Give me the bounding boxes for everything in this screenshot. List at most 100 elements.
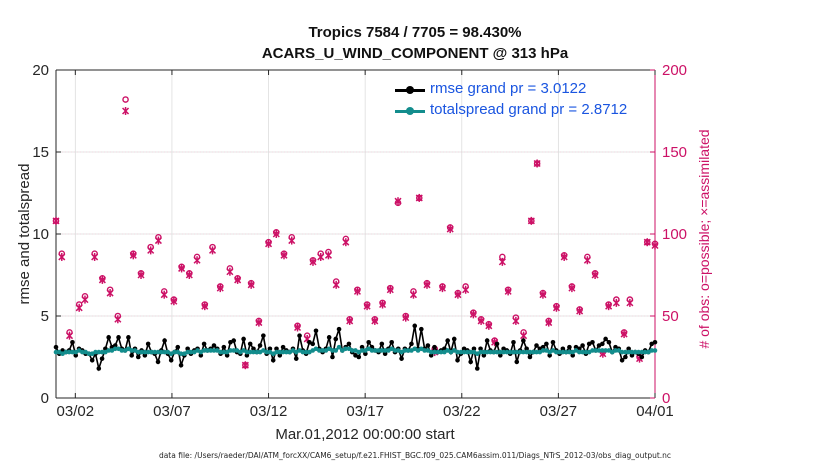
totalspread-point — [359, 348, 365, 353]
totalspread-point — [465, 349, 470, 355]
totalspread-point — [112, 346, 118, 352]
obs-assimilated-marker — [462, 285, 470, 294]
totalspread-point — [221, 349, 227, 355]
obs-assimilated-marker — [409, 290, 417, 299]
totalspread-point — [639, 349, 645, 355]
totalspread-point — [613, 348, 618, 353]
rmse-point — [409, 341, 414, 347]
rmse-point — [511, 339, 516, 345]
rmse-point — [498, 353, 503, 358]
rmse-line — [55, 325, 656, 372]
totalspread-point — [583, 349, 589, 355]
rmse-point — [53, 344, 59, 350]
rmse-point — [326, 335, 332, 340]
rmse-point — [468, 359, 473, 365]
totalspread-point — [580, 349, 585, 355]
rmse-point — [419, 326, 424, 332]
obs-assimilated-marker — [129, 251, 137, 260]
totalspread-point — [402, 348, 408, 353]
totalspread-point — [142, 349, 148, 355]
rmse-point — [527, 354, 533, 360]
totalspread-point — [507, 349, 513, 355]
totalspread-point — [432, 349, 437, 355]
obs-assimilated-marker — [527, 216, 535, 225]
obs-assimilated-marker — [346, 316, 354, 325]
y-tick-label: 10 — [32, 226, 49, 243]
y-right-tick-label: 150 — [662, 144, 687, 161]
totalspread-point — [600, 348, 605, 353]
totalspread-point — [382, 348, 388, 353]
obs-assimilated-marker — [512, 316, 520, 325]
obs-assimilated-marker — [280, 251, 288, 260]
totalspread-point — [211, 348, 217, 353]
totalspread-point — [455, 349, 460, 355]
totalspread-point — [188, 349, 194, 355]
totalspread-point — [218, 349, 223, 355]
obs-assimilated-marker — [178, 264, 186, 273]
obs-assimilated-marker — [342, 238, 350, 247]
x-tick-label: 03/07 — [153, 403, 191, 420]
rmse-point — [106, 335, 111, 340]
totalspread-point — [491, 349, 497, 355]
rmse-point — [310, 341, 316, 347]
totalspread-point — [336, 344, 342, 350]
totalspread-point — [86, 351, 92, 357]
obs-assimilated-marker — [216, 284, 224, 293]
rmse-point — [399, 356, 404, 361]
rmse-point — [471, 346, 477, 352]
obs-assimilated-marker — [651, 241, 659, 250]
obs-assimilated-marker — [560, 252, 568, 261]
data-file-label: data file: /Users/raeder/DAI/ATM_forcXX/… — [158, 451, 672, 460]
rmse-point — [274, 346, 279, 352]
totalspread-point — [205, 348, 210, 353]
totalspread-point — [300, 349, 306, 355]
rmse-point — [514, 359, 520, 365]
totalspread-point — [540, 348, 546, 353]
totalspread-point — [494, 349, 500, 355]
totalspread-point — [438, 349, 444, 355]
totalspread-point — [468, 349, 473, 355]
rmse-point — [244, 353, 250, 358]
totalspread-point — [376, 348, 381, 353]
obs-assimilated-marker — [226, 267, 234, 276]
totalspread-point — [379, 348, 385, 353]
rmse-point — [455, 357, 460, 363]
obs-assimilated-marker — [626, 298, 634, 307]
totalspread-point — [129, 348, 134, 353]
rmse-point — [145, 341, 151, 347]
rmse-point — [185, 346, 190, 352]
rmse-point — [544, 341, 549, 347]
totalspread-point — [93, 349, 98, 355]
rmse-point — [379, 341, 385, 347]
obs-assimilated-marker — [477, 316, 485, 325]
rmse-point — [356, 354, 362, 360]
obs-assimilated-marker — [485, 321, 493, 330]
rmse-point — [99, 356, 105, 361]
obs-assimilated-marker — [643, 238, 651, 247]
x-axis-start-label: Mar.01,2012 00:00:00 start — [275, 426, 455, 443]
y-right-tick-label: 0 — [662, 390, 670, 407]
totalspread-point — [405, 348, 411, 353]
obs-assimilated-marker — [58, 252, 66, 261]
totalspread-point — [593, 348, 599, 353]
totalspread-point — [372, 348, 378, 353]
totalspread-point — [567, 349, 572, 355]
rmse-point — [336, 326, 342, 332]
rmse-point — [221, 344, 227, 350]
rmse-point — [96, 366, 102, 371]
obs-assimilated-marker — [402, 313, 410, 322]
rmse-point — [126, 335, 131, 340]
legend-item-totalspread: totalspread grand pr = 2.8712 — [391, 101, 661, 121]
totalspread-point — [478, 349, 483, 355]
rmse-point — [547, 353, 552, 358]
totalspread-point — [524, 349, 529, 355]
totalspread-point — [511, 349, 516, 355]
obs-assimilated-marker — [272, 230, 280, 238]
totalspread-point — [178, 351, 184, 357]
rmse-point — [135, 354, 141, 360]
totalspread-point — [333, 348, 339, 353]
totalspread-point — [422, 348, 427, 353]
totalspread-point — [244, 349, 250, 355]
obs-assimilated-marker — [438, 284, 446, 293]
